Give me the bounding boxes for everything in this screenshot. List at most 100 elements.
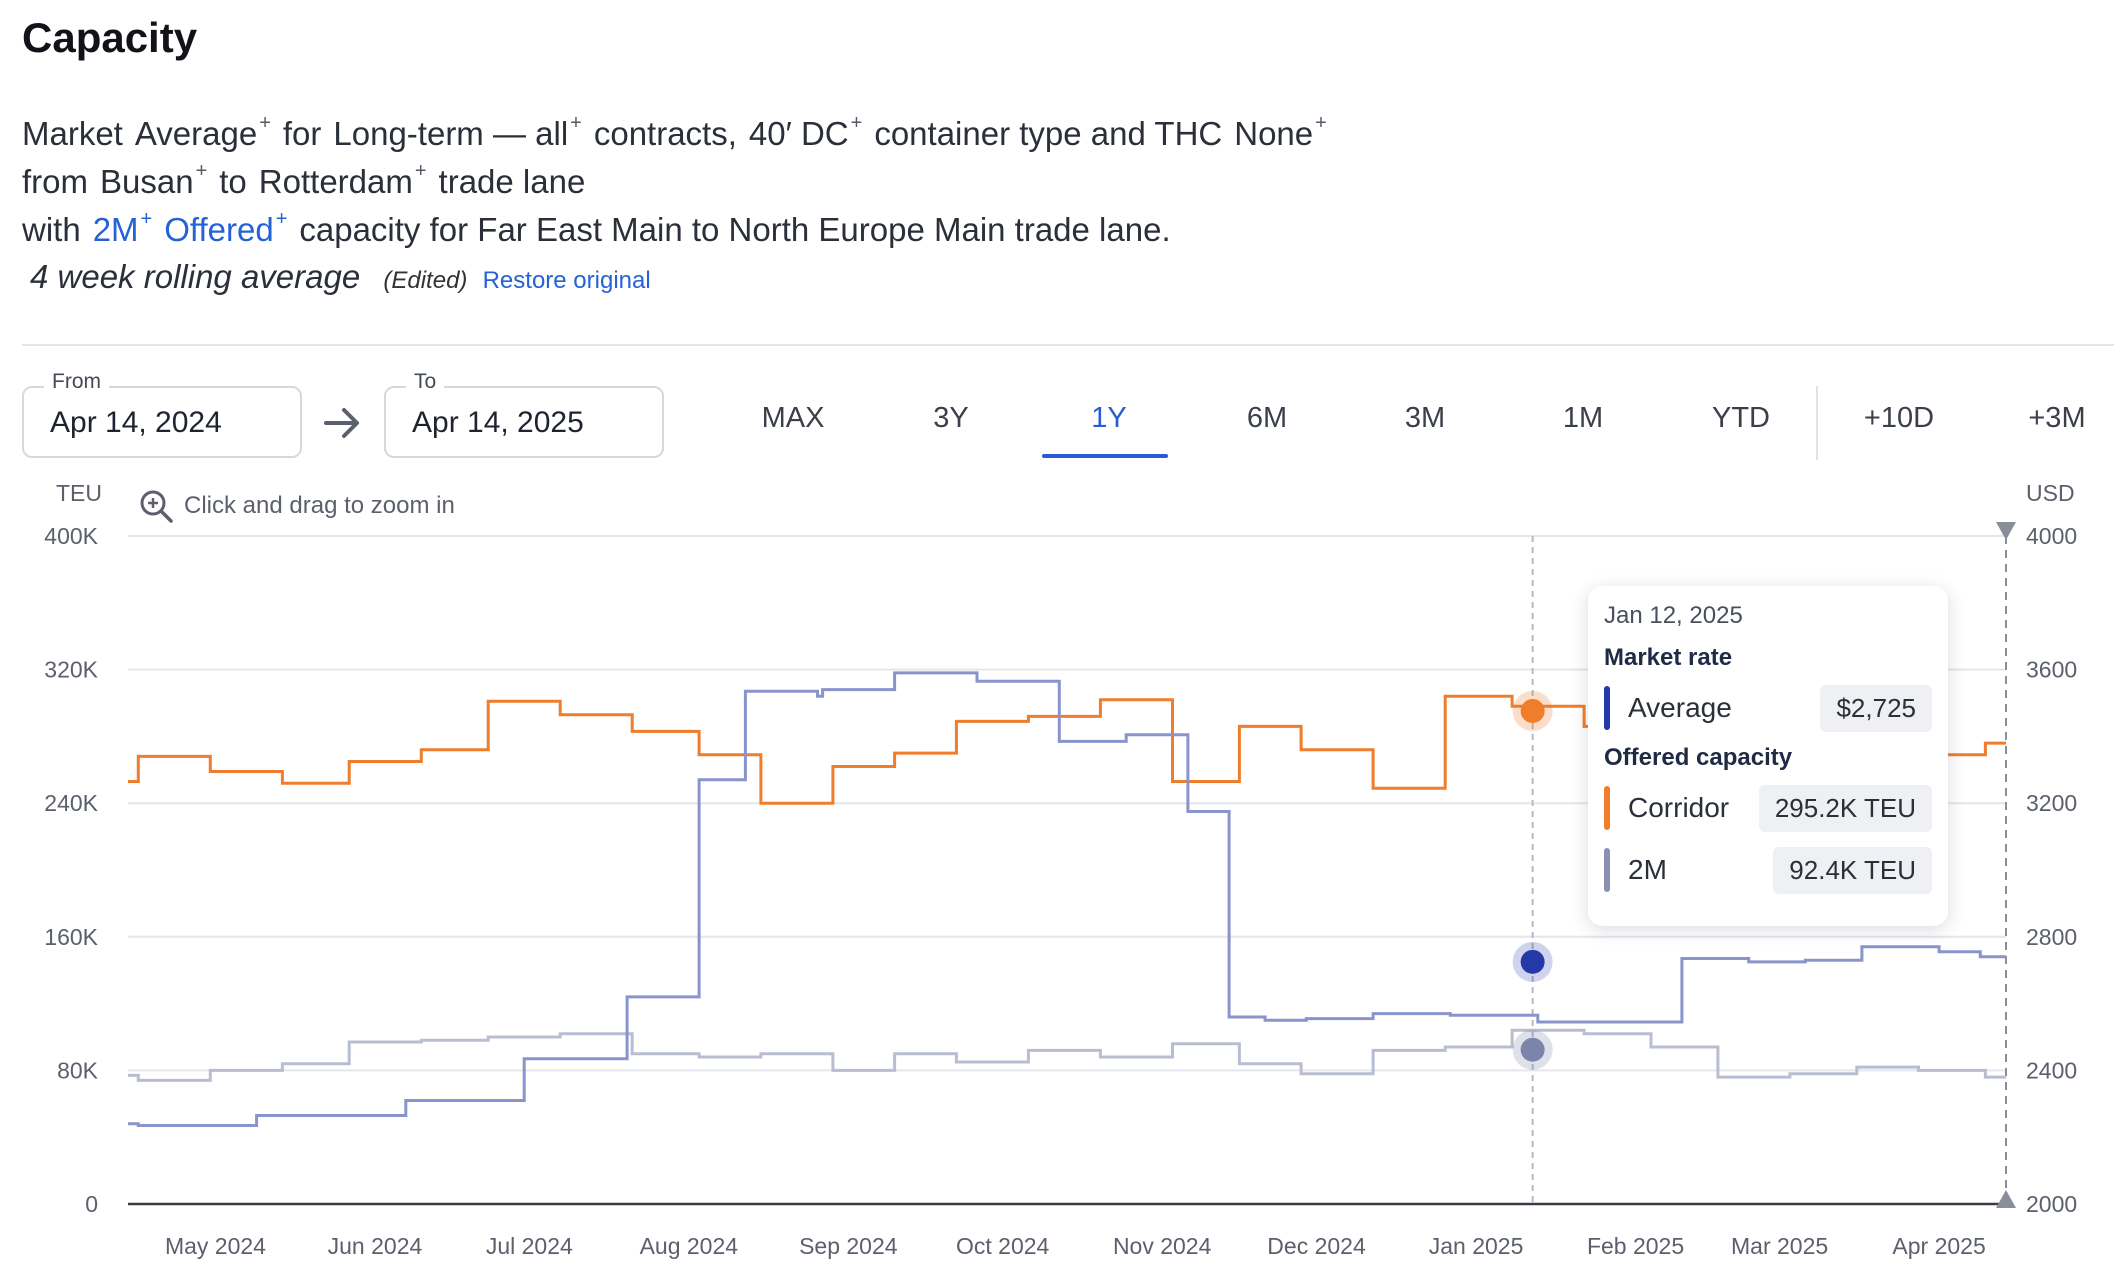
range-button[interactable]: 3Y xyxy=(933,402,969,434)
x-tick-label: Jan 2025 xyxy=(1429,1233,1524,1259)
desc-token-text: with xyxy=(22,211,81,248)
series-swatch xyxy=(1604,786,1610,830)
right-tick-label: 3600 xyxy=(2026,657,2077,683)
range-button[interactable]: 1Y xyxy=(1091,402,1127,434)
rolling-average-label[interactable]: 4 week rolling average xyxy=(30,258,361,295)
desc-token-text: to xyxy=(219,163,247,200)
right-tick-label: 3200 xyxy=(2026,790,2077,816)
plus-icon: + xyxy=(414,160,427,182)
desc-token-text: container type and THC xyxy=(874,115,1223,152)
left-tick-label: 80K xyxy=(57,1057,99,1083)
desc-token: for xyxy=(283,115,322,152)
desc-token: trade lane xyxy=(439,163,586,200)
left-tick-label: 160K xyxy=(44,924,98,950)
left-axis-unit: TEU xyxy=(56,480,102,506)
x-tick-label: Dec 2024 xyxy=(1267,1233,1366,1259)
desc-token-text: contracts, xyxy=(593,115,737,152)
description-line-2: from Busan + to Rotterdam + trade lane xyxy=(22,160,585,201)
desc-token: capacity for Far East Main to North Euro… xyxy=(299,211,1170,248)
series-swatch xyxy=(1604,686,1610,730)
plus-icon: + xyxy=(259,112,271,134)
left-tick-label: 240K xyxy=(44,790,98,816)
restore-original-link[interactable]: Restore original xyxy=(482,267,651,294)
desc-token-text: Average xyxy=(134,115,258,152)
desc-token[interactable]: 2M + xyxy=(93,208,153,248)
from-date-label: From xyxy=(44,370,109,394)
desc-token-text: 40′ DC xyxy=(748,115,849,152)
right-axis-unit: USD xyxy=(2026,480,2075,506)
x-tick-label: Mar 2025 xyxy=(1731,1233,1828,1259)
x-tick-label: Jun 2024 xyxy=(328,1233,423,1259)
plus-icon: + xyxy=(275,208,288,230)
tooltip-series-value: $2,725 xyxy=(1820,684,1932,732)
desc-token[interactable]: Long-term — all + xyxy=(333,112,582,152)
range-separator xyxy=(1816,386,1818,460)
desc-token[interactable]: Average + xyxy=(134,112,271,152)
rolling-average-note: 4 week rolling average (Edited) Restore … xyxy=(30,258,651,296)
desc-token[interactable]: 40′ DC + xyxy=(748,112,862,152)
x-tick-label: Nov 2024 xyxy=(1113,1233,1212,1259)
page-title: Capacity xyxy=(22,14,198,61)
active-range-underline xyxy=(1042,454,1168,458)
series-line-2m xyxy=(128,1028,2006,1082)
zoom-hint: Click and drag to zoom in xyxy=(138,488,455,524)
tooltip-series-name: 2M xyxy=(1628,854,1667,885)
range-button[interactable]: +10D xyxy=(1863,402,1935,434)
range-end-bottom-handle xyxy=(1996,1190,2016,1208)
desc-token: from xyxy=(22,163,88,200)
desc-token-text: trade lane xyxy=(438,163,586,200)
arrow-right-icon xyxy=(320,398,364,453)
tooltip-section-offered-capacity: Offered capacity xyxy=(1604,744,1793,771)
range-button[interactable]: 3M xyxy=(1404,402,1446,434)
tooltip-section-market-rate: Market rate xyxy=(1604,644,1733,671)
desc-token: with xyxy=(22,211,81,248)
tooltip-row: Corridor 295.2K TEU xyxy=(1604,782,1932,834)
range-button[interactable]: 1M xyxy=(1562,402,1604,434)
desc-token[interactable]: Rotterdam + xyxy=(258,160,427,200)
plus-icon: + xyxy=(195,160,208,182)
left-tick-label: 400K xyxy=(44,523,98,549)
desc-token: contracts, xyxy=(594,115,737,152)
range-end-top-handle xyxy=(1996,522,2016,540)
left-tick-label: 320K xyxy=(44,657,98,683)
plus-icon: + xyxy=(1315,112,1327,134)
x-tick-label: Jul 2024 xyxy=(486,1233,573,1259)
zoom-in-icon xyxy=(140,490,173,523)
desc-token: container type and THC xyxy=(874,115,1222,152)
plus-icon: + xyxy=(140,208,153,230)
range-button[interactable]: 6M xyxy=(1246,402,1288,434)
to-date-field[interactable]: To Apr 14, 2025 xyxy=(384,370,664,458)
x-tick-label: Aug 2024 xyxy=(640,1233,739,1259)
x-tick-label: Oct 2024 xyxy=(956,1233,1050,1259)
divider xyxy=(22,344,2114,346)
description-line-1: Market Average + for Long-term — all + contrac… xyxy=(22,112,1327,153)
range-button[interactable]: YTD xyxy=(1712,402,1770,434)
x-tick-label: May 2024 xyxy=(165,1233,266,1259)
tooltip-series-name: Average xyxy=(1628,692,1732,723)
series-line-corridor xyxy=(128,694,2006,805)
desc-token: Market xyxy=(22,115,123,152)
plus-icon: + xyxy=(570,112,582,134)
desc-token[interactable]: Offered + xyxy=(164,208,288,248)
range-button[interactable]: +3M xyxy=(2028,402,2086,434)
desc-token[interactable]: None + xyxy=(1234,112,1327,152)
desc-token: to xyxy=(219,163,247,200)
desc-token-text: Rotterdam xyxy=(258,163,413,200)
range-button[interactable]: MAX xyxy=(761,402,825,434)
x-tick-label: Sep 2024 xyxy=(799,1233,898,1259)
from-date-field[interactable]: From Apr 14, 2024 xyxy=(22,370,302,458)
desc-token-text: capacity for Far East Main to North Euro… xyxy=(299,211,1171,248)
series-swatch xyxy=(1604,848,1610,892)
tooltip-row: Average $2,725 xyxy=(1604,682,1932,734)
x-tick-label: Feb 2025 xyxy=(1587,1233,1684,1259)
tooltip-series-value: 92.4K TEU xyxy=(1773,846,1932,894)
desc-token-text: from xyxy=(22,163,88,200)
series-line-average xyxy=(128,671,2006,1127)
marker-corridor xyxy=(1520,699,1545,724)
tooltip-date: Jan 12, 2025 xyxy=(1604,602,1743,629)
desc-token[interactable]: Busan + xyxy=(100,160,208,200)
edited-label: (Edited) xyxy=(383,267,468,294)
to-date-value: Apr 14, 2025 xyxy=(412,406,584,439)
desc-token-text: for xyxy=(282,115,322,152)
